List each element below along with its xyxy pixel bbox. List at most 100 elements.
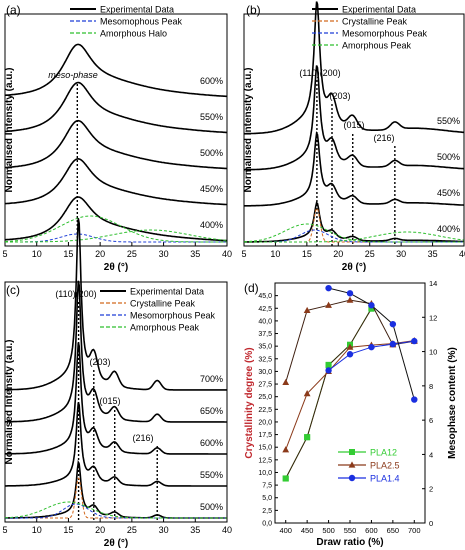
amorphous-fit-peak bbox=[244, 231, 464, 243]
x-tick-label: 30 bbox=[159, 249, 169, 259]
y-tick-label-left: 22,5 bbox=[258, 407, 272, 414]
x-tick-label: 5 bbox=[241, 249, 246, 259]
data-point bbox=[346, 343, 354, 350]
panel-label: (b) bbox=[246, 3, 261, 17]
series-label: 650% bbox=[200, 406, 223, 416]
x-tick-label: 35 bbox=[428, 249, 438, 259]
experimental-curve bbox=[5, 196, 227, 242]
experimental-curve bbox=[5, 157, 227, 206]
x-tick-label: 30 bbox=[159, 525, 169, 535]
data-point bbox=[346, 290, 354, 297]
series-label: 500% bbox=[437, 152, 460, 162]
y-tick-label-left: 37,5 bbox=[258, 331, 272, 338]
amorphous-fit-halo bbox=[5, 215, 227, 243]
reflection-label: (203) bbox=[89, 357, 110, 367]
series-label: 600% bbox=[200, 76, 223, 86]
y-tick-label-left: 15,0 bbox=[258, 445, 272, 452]
y-tick-label-left: 10,0 bbox=[258, 470, 272, 477]
plot-frame bbox=[4, 281, 228, 523]
data-point bbox=[282, 446, 290, 453]
y-tick-label-left: 17,5 bbox=[258, 432, 272, 439]
series-label: 450% bbox=[437, 188, 460, 198]
data-point bbox=[368, 305, 375, 312]
y-tick-label-right: 6 bbox=[429, 416, 433, 425]
y-tick-label-right: 2 bbox=[429, 485, 433, 494]
series-label: 500% bbox=[200, 148, 223, 158]
y-tick-label-left: 32,5 bbox=[258, 356, 272, 363]
x-tick-label: 40 bbox=[459, 249, 465, 259]
plot-frame bbox=[243, 13, 465, 247]
y-tick-label-right: 14 bbox=[429, 279, 437, 288]
series-label: 550% bbox=[437, 116, 460, 126]
y-axis-label: Normalised Intensity (a.u.) bbox=[4, 67, 15, 192]
x-tick-label: 35 bbox=[190, 525, 200, 535]
experimental-curve bbox=[5, 342, 227, 455]
x-axis-label: 2θ (°) bbox=[104, 538, 128, 549]
y-tick-label-left: 12,5 bbox=[258, 457, 272, 464]
x-tick-label: 400 bbox=[279, 526, 292, 535]
x-tick-label: 10 bbox=[270, 249, 280, 259]
y-tick-label-left: 35,0 bbox=[258, 344, 272, 351]
data-point bbox=[325, 362, 332, 369]
plot-frame bbox=[274, 282, 426, 524]
y-axis-label-left: Crystallinity degree (%) bbox=[244, 347, 255, 458]
data-point bbox=[325, 284, 332, 292]
legend-entry: Mesomorphous Peak bbox=[130, 311, 216, 321]
x-tick-label: 450 bbox=[301, 526, 314, 535]
data-point bbox=[411, 337, 418, 345]
experimental-curve bbox=[5, 280, 227, 423]
series-label: 400% bbox=[200, 220, 223, 230]
data-point bbox=[325, 301, 332, 308]
y-tick-label-left: 45,0 bbox=[258, 293, 272, 300]
y-tick-label-left: 25,0 bbox=[258, 394, 272, 401]
amorphous-fit-peak bbox=[244, 223, 464, 243]
reflection-label: (216) bbox=[373, 133, 394, 143]
series-label: 550% bbox=[200, 112, 223, 122]
reflection-label: (203) bbox=[329, 91, 350, 101]
experimental-curve bbox=[244, 201, 464, 243]
x-tick-label: 5 bbox=[2, 249, 7, 259]
x-tick-label: 25 bbox=[365, 249, 375, 259]
x-tick-label: 40 bbox=[222, 249, 232, 259]
experimental-curve bbox=[4, 43, 227, 98]
legend-entry: PLA12 bbox=[370, 448, 397, 458]
x-tick-label: 30 bbox=[396, 249, 406, 259]
data-point bbox=[346, 296, 354, 303]
experimental-curve bbox=[244, 1, 464, 135]
x-tick-label: 600 bbox=[365, 526, 378, 535]
amorphous-fit-peak bbox=[5, 501, 227, 519]
experimental-curve bbox=[244, 131, 464, 207]
data-point bbox=[304, 434, 311, 441]
x-axis-label: 2θ (°) bbox=[342, 262, 366, 273]
legend-entry: Mesomorphous Peak bbox=[342, 29, 428, 39]
y-tick-label-left: 2,5 bbox=[262, 508, 272, 515]
y-tick-label-right: 8 bbox=[429, 382, 433, 391]
legend-entry: Experimental Data bbox=[342, 5, 416, 15]
x-tick-label: 20 bbox=[95, 525, 105, 535]
y-tick-label-left: 5,0 bbox=[262, 495, 272, 502]
reflection-label: (015) bbox=[99, 396, 120, 406]
legend-entry: Amorphous Peak bbox=[130, 323, 200, 333]
x-tick-label: 40 bbox=[222, 525, 232, 535]
legend-entry: Crystalline Peak bbox=[342, 17, 408, 27]
reflection-label: (110)(200) bbox=[299, 68, 340, 78]
x-tick-label: 15 bbox=[63, 249, 73, 259]
y-tick-label-left: 20,0 bbox=[258, 419, 272, 426]
panel-label: (d) bbox=[244, 281, 259, 295]
series-label: 400% bbox=[437, 224, 460, 234]
x-tick-label: 650 bbox=[387, 526, 400, 535]
legend-entry: Amorphous Peak bbox=[342, 41, 412, 51]
experimental-curve bbox=[5, 81, 227, 134]
legend-marker bbox=[348, 474, 356, 482]
x-tick-label: 15 bbox=[63, 525, 73, 535]
x-tick-label: 10 bbox=[32, 249, 42, 259]
mesomorphous-fit-peak bbox=[5, 233, 227, 243]
x-tick-label: 5 bbox=[2, 525, 7, 535]
y-tick-label-left: 27,5 bbox=[258, 382, 272, 389]
x-tick-label: 35 bbox=[190, 249, 200, 259]
legend-entry: Experimental Data bbox=[100, 5, 174, 15]
panel-label: (a) bbox=[6, 3, 21, 17]
y-tick-label-right: 0 bbox=[429, 519, 433, 528]
data-point bbox=[303, 306, 311, 314]
legend-entry: PLA1.4 bbox=[370, 474, 400, 484]
